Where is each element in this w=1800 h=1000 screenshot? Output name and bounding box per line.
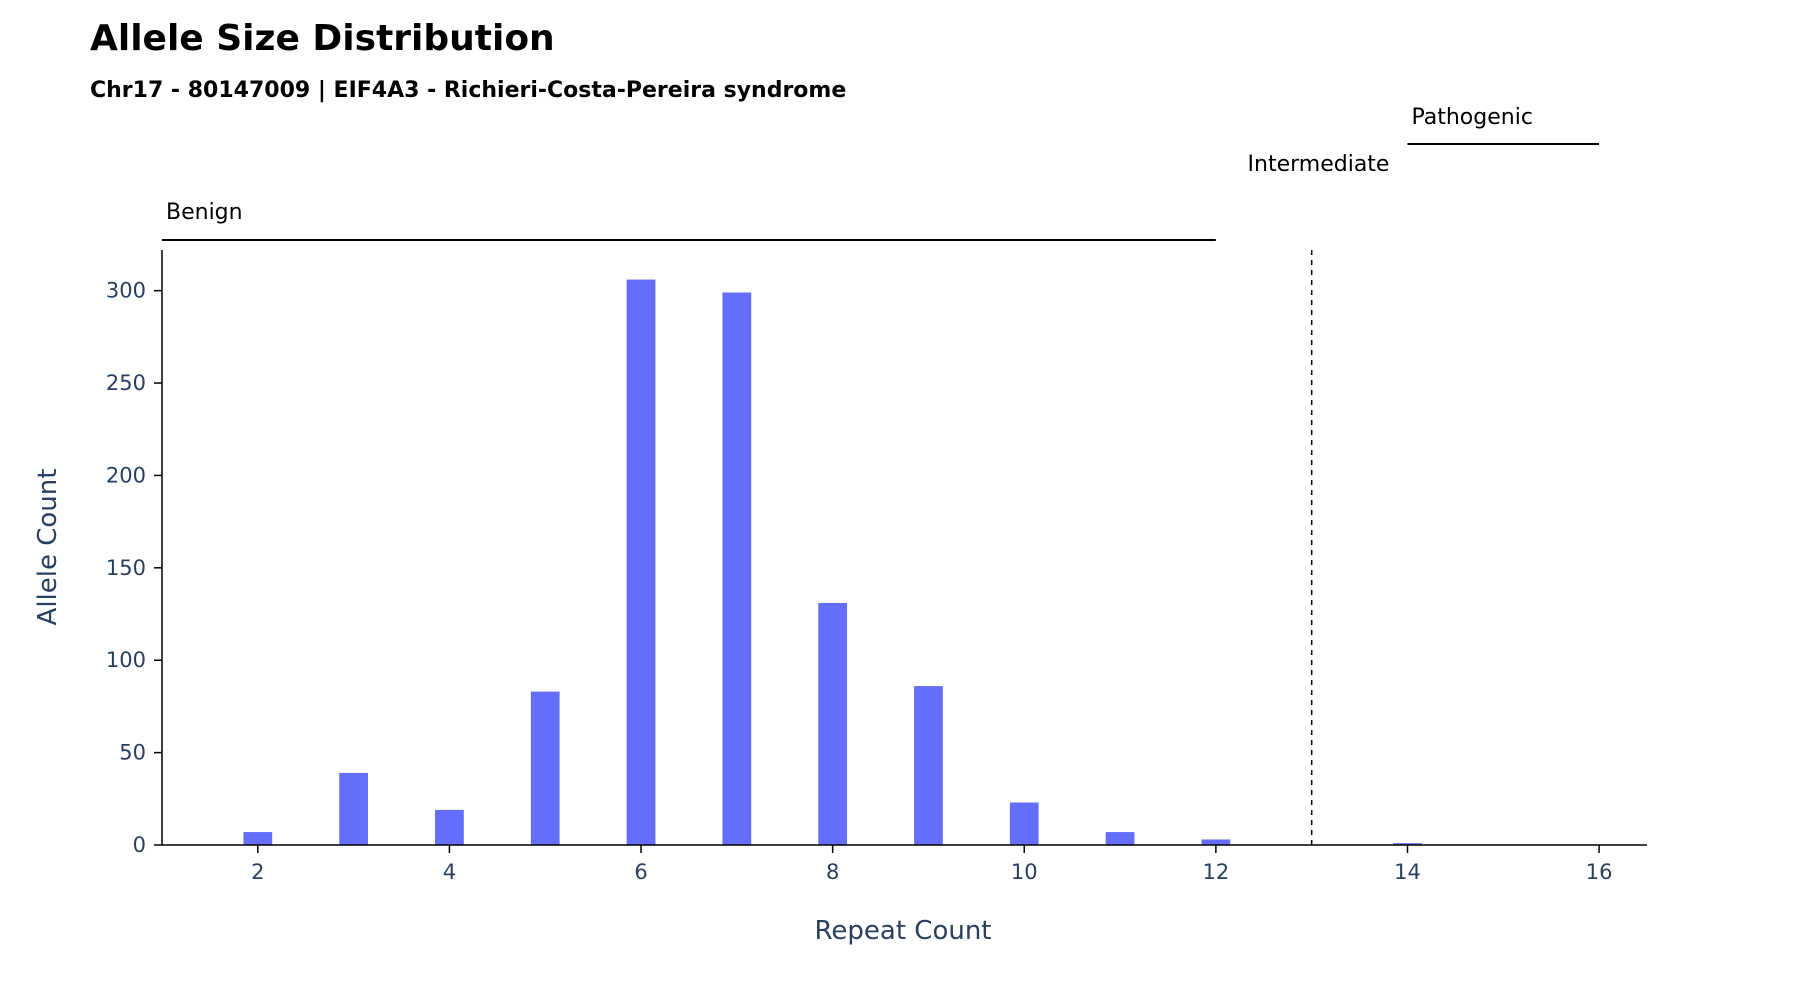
bar-series [243, 279, 1422, 846]
chart-subtitle: Chr17 - 80147009 | EIF4A3 - Richieri-Cos… [90, 78, 846, 103]
x-tick-label: 12 [1203, 860, 1230, 884]
y-tick-label: 100 [106, 648, 146, 672]
x-tick-label: 6 [634, 860, 647, 884]
x-tick-label: 14 [1394, 860, 1421, 884]
bar-12 [1201, 839, 1231, 845]
x-tick-label: 2 [251, 860, 264, 884]
bar-8 [818, 602, 848, 845]
x-tick-label: 10 [1011, 860, 1038, 884]
region-annotations: Benign Intermediate Pathogenic [162, 105, 1600, 241]
bar-9 [914, 686, 943, 845]
x-tick-label: 8 [826, 860, 839, 884]
bar-3 [339, 772, 368, 845]
y-axis-ticks: 0 50 100 150 200 250 300 [106, 279, 162, 857]
y-tick-label: 200 [106, 463, 146, 487]
y-tick-label: 0 [133, 833, 146, 857]
y-tick-label: 300 [106, 279, 146, 303]
bar-14 [1393, 843, 1422, 845]
bar-5 [530, 691, 560, 845]
bar-4 [435, 809, 464, 845]
y-tick-label: 150 [106, 556, 146, 580]
bar-10 [1009, 802, 1039, 845]
intermediate-region-label: Intermediate [1248, 152, 1390, 177]
bar-7 [722, 292, 752, 845]
pathogenic-region-label: Pathogenic [1411, 105, 1532, 130]
bar-6 [626, 279, 656, 846]
y-axis-title: Allele Count [33, 469, 63, 626]
y-tick-label: 50 [119, 741, 146, 765]
y-tick-label: 250 [106, 371, 146, 395]
x-axis-title: Repeat Count [815, 916, 992, 946]
x-tick-label: 16 [1586, 860, 1613, 884]
x-tick-label: 4 [443, 860, 456, 884]
chart-title: Allele Size Distribution [90, 18, 555, 59]
bar-2 [243, 832, 273, 845]
x-axis-ticks: 2 4 6 8 10 12 14 16 [251, 845, 1612, 884]
benign-region-label: Benign [166, 200, 243, 225]
bar-11 [1105, 832, 1135, 845]
